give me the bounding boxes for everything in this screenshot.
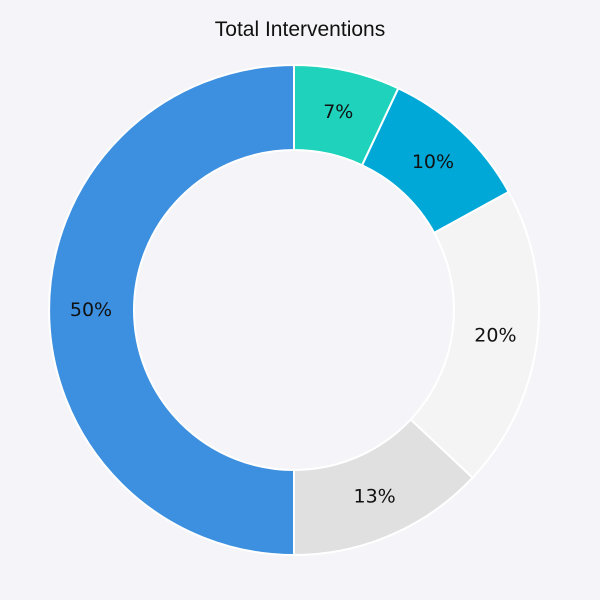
chart-title: Total Interventions <box>214 18 386 41</box>
slice-label: 50% <box>70 299 112 321</box>
slice-label: 20% <box>474 324 516 346</box>
slice-label: 13% <box>354 485 396 507</box>
slice-label: 10% <box>412 151 454 173</box>
slice-label: 7% <box>323 101 353 123</box>
donut-slice <box>48 63 295 557</box>
